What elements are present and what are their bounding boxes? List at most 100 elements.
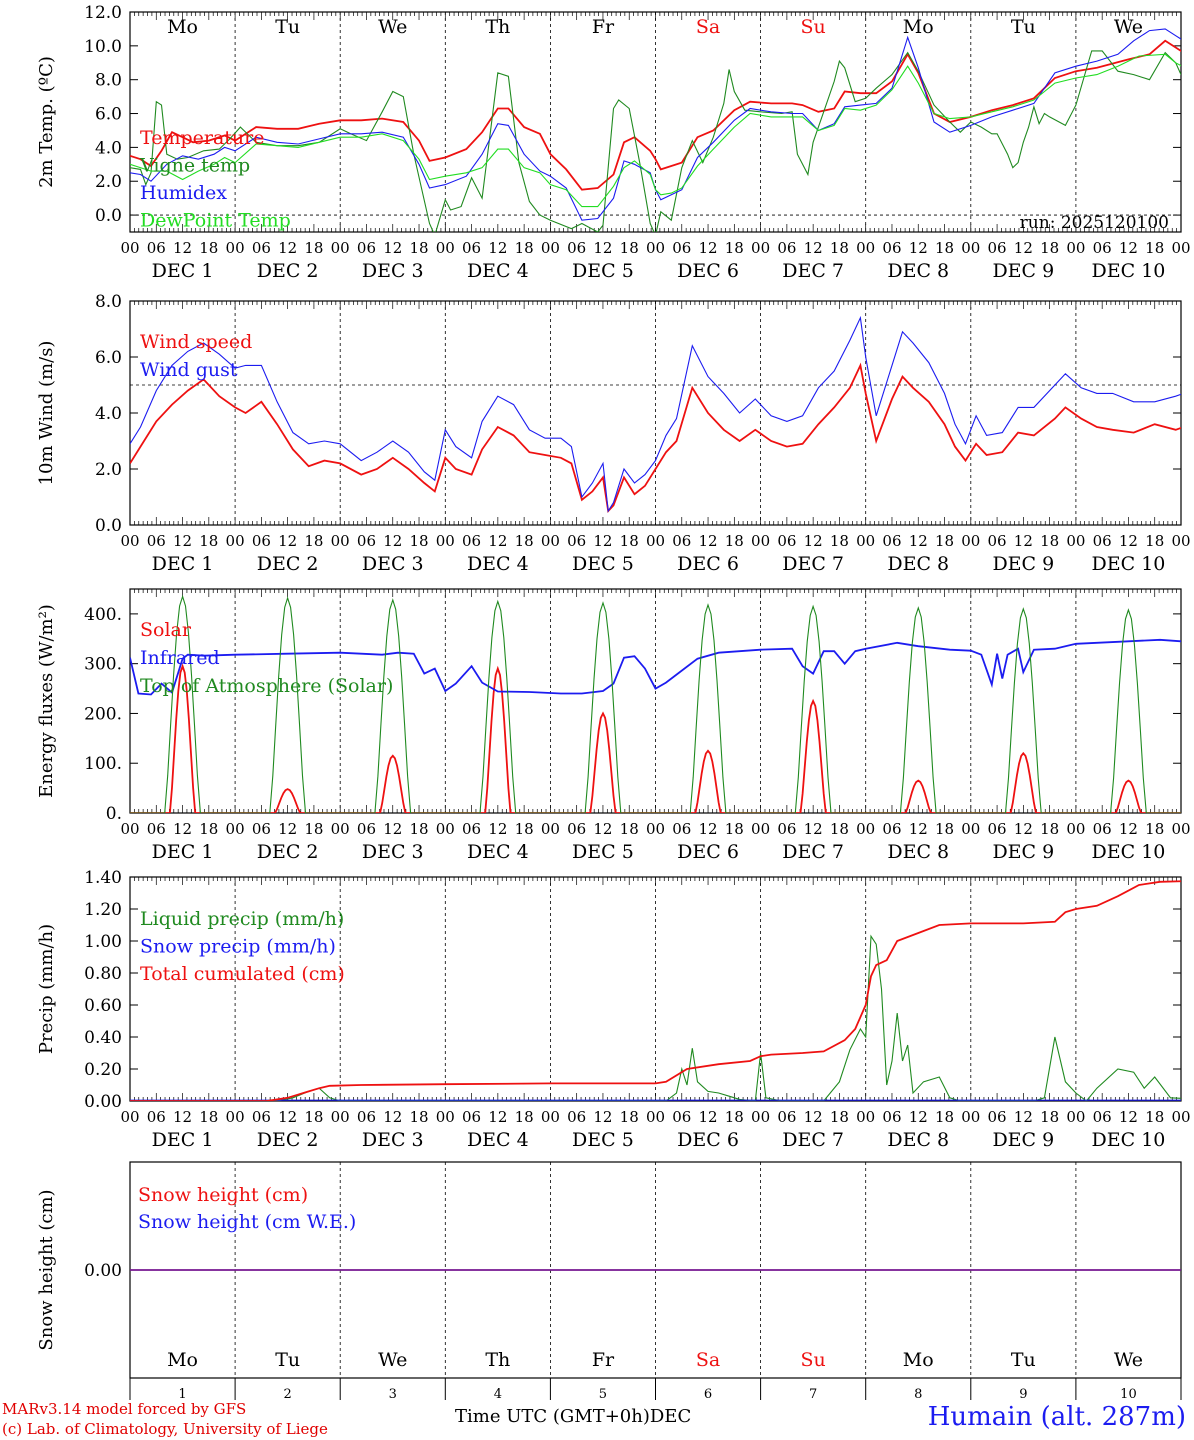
hour-label: 12 (909, 1108, 928, 1126)
date-label: DEC 9 (992, 553, 1054, 575)
hour-label: 06 (147, 532, 166, 550)
hour-label: 00 (856, 1108, 875, 1126)
hour-label: 12 (1014, 532, 1033, 550)
weekday-label: We (1114, 16, 1143, 38)
hour-label: 12 (593, 532, 612, 550)
y-tick-label: 1.00 (84, 932, 122, 952)
hour-label: 06 (777, 1108, 796, 1126)
hour-label: 18 (725, 532, 744, 550)
weekday-label: We (1114, 1349, 1143, 1371)
hour-label: 00 (331, 820, 350, 838)
hour-label: 00 (226, 820, 245, 838)
hour-label: 12 (593, 820, 612, 838)
hour-label: 06 (882, 1108, 901, 1126)
y-tick-label: 0.80 (84, 964, 122, 984)
y-axis-label: Energy fluxes (W/m²) (36, 604, 57, 798)
hour-label: 00 (1171, 239, 1190, 257)
hour-label: 00 (961, 532, 980, 550)
hour-label: 12 (1014, 820, 1033, 838)
series-line-dewpoint-temp (130, 53, 1181, 208)
day-number: 2 (284, 1387, 292, 1402)
y-tick-label: 0.60 (84, 996, 122, 1016)
series-line-solar (130, 663, 1181, 813)
hour-label: 12 (699, 820, 718, 838)
hour-label: 06 (567, 239, 586, 257)
hour-label: 18 (830, 1108, 849, 1126)
hour-label: 12 (383, 820, 402, 838)
legend-entry: Wind speed (140, 331, 252, 353)
series-line-wind-speed (130, 362, 1181, 513)
day-number: 3 (389, 1387, 397, 1402)
hour-label: 12 (804, 1108, 823, 1126)
hour-label: 12 (488, 532, 507, 550)
weekday-label: We (378, 1349, 407, 1371)
y-tick-label: 0.00 (84, 1261, 122, 1281)
hour-label: 00 (961, 239, 980, 257)
hour-label: 18 (620, 239, 639, 257)
weekday-label: Mo (167, 1349, 198, 1371)
hour-label: 00 (961, 820, 980, 838)
hour-label: 12 (804, 239, 823, 257)
date-label: DEC 1 (152, 553, 214, 575)
hour-label: 12 (699, 1108, 718, 1126)
hour-label: 18 (515, 532, 534, 550)
date-label: DEC 7 (782, 260, 844, 282)
hour-label: 00 (1171, 820, 1190, 838)
hour-label: 06 (147, 820, 166, 838)
hour-label: 00 (436, 532, 455, 550)
hour-label: 06 (672, 532, 691, 550)
panel-temp: 0.0 2.0 4.0 6.0 8.0 10.0 12.0 2m Temp. (ºC) Mo Tu… (36, 3, 1191, 282)
hour-label: 00 (646, 1108, 665, 1126)
hour-label: 12 (909, 820, 928, 838)
hour-label: 18 (199, 820, 218, 838)
hour-label: 00 (541, 820, 560, 838)
hour-label: 18 (515, 239, 534, 257)
hour-label: 12 (1119, 1108, 1138, 1126)
hour-label: 12 (173, 1108, 192, 1126)
hour-label: 18 (199, 532, 218, 550)
hour-label: 00 (856, 532, 875, 550)
hour-label: 00 (856, 820, 875, 838)
hour-label: 06 (988, 1108, 1007, 1126)
hour-label: 06 (252, 532, 271, 550)
hour-label: 18 (409, 1108, 428, 1126)
panel-wind: 0.0 2.0 4.0 6.0 8.0 10m Wind (m/s) 00 06 12 18 DEC… (36, 292, 1191, 575)
hour-label: 18 (1145, 239, 1164, 257)
y-tick-label: 100. (84, 754, 122, 774)
hour-label: 06 (1093, 239, 1112, 257)
day-number: 7 (809, 1387, 817, 1402)
weekday-label: Fr (592, 1349, 615, 1371)
hour-label: 06 (357, 532, 376, 550)
hour-label: 18 (620, 1108, 639, 1126)
date-label: DEC 5 (572, 841, 634, 863)
panel-snow: 0.00 Snow height (cm) Mo Tu We Th Fr Sa Su Mo Tu We… (36, 1161, 1182, 1402)
date-label: DEC 7 (782, 1129, 844, 1151)
hour-label: 06 (357, 820, 376, 838)
hour-label: 06 (462, 1108, 481, 1126)
hour-label: 18 (304, 239, 323, 257)
hour-label: 00 (331, 239, 350, 257)
hour-label: 06 (357, 239, 376, 257)
series-line-vigne-temp (130, 50, 1181, 232)
legend-entry: Top of Atmosphere (Solar) (140, 675, 393, 697)
weekday-label: Mo (903, 16, 934, 38)
hour-label: 00 (751, 820, 770, 838)
hour-label: 12 (278, 532, 297, 550)
date-label: DEC 4 (467, 1129, 529, 1151)
series-line-temperature (130, 39, 1181, 191)
date-label: DEC 8 (887, 260, 949, 282)
y-tick-label: 1.20 (84, 900, 122, 920)
legend-entry: Humidex (140, 182, 227, 204)
hour-label: 06 (672, 820, 691, 838)
date-label: DEC 1 (152, 260, 214, 282)
hour-label: 06 (777, 820, 796, 838)
series-line-top-of-atmosphere-solar- (130, 594, 1181, 813)
hour-label: 00 (1171, 532, 1190, 550)
weekday-label: Tu (275, 1349, 300, 1371)
y-tick-label: 0.40 (84, 1028, 122, 1048)
hour-label: 18 (935, 820, 954, 838)
date-label: DEC 7 (782, 841, 844, 863)
weekday-label: Mo (903, 1349, 934, 1371)
y-tick-label: 12.0 (84, 3, 122, 23)
